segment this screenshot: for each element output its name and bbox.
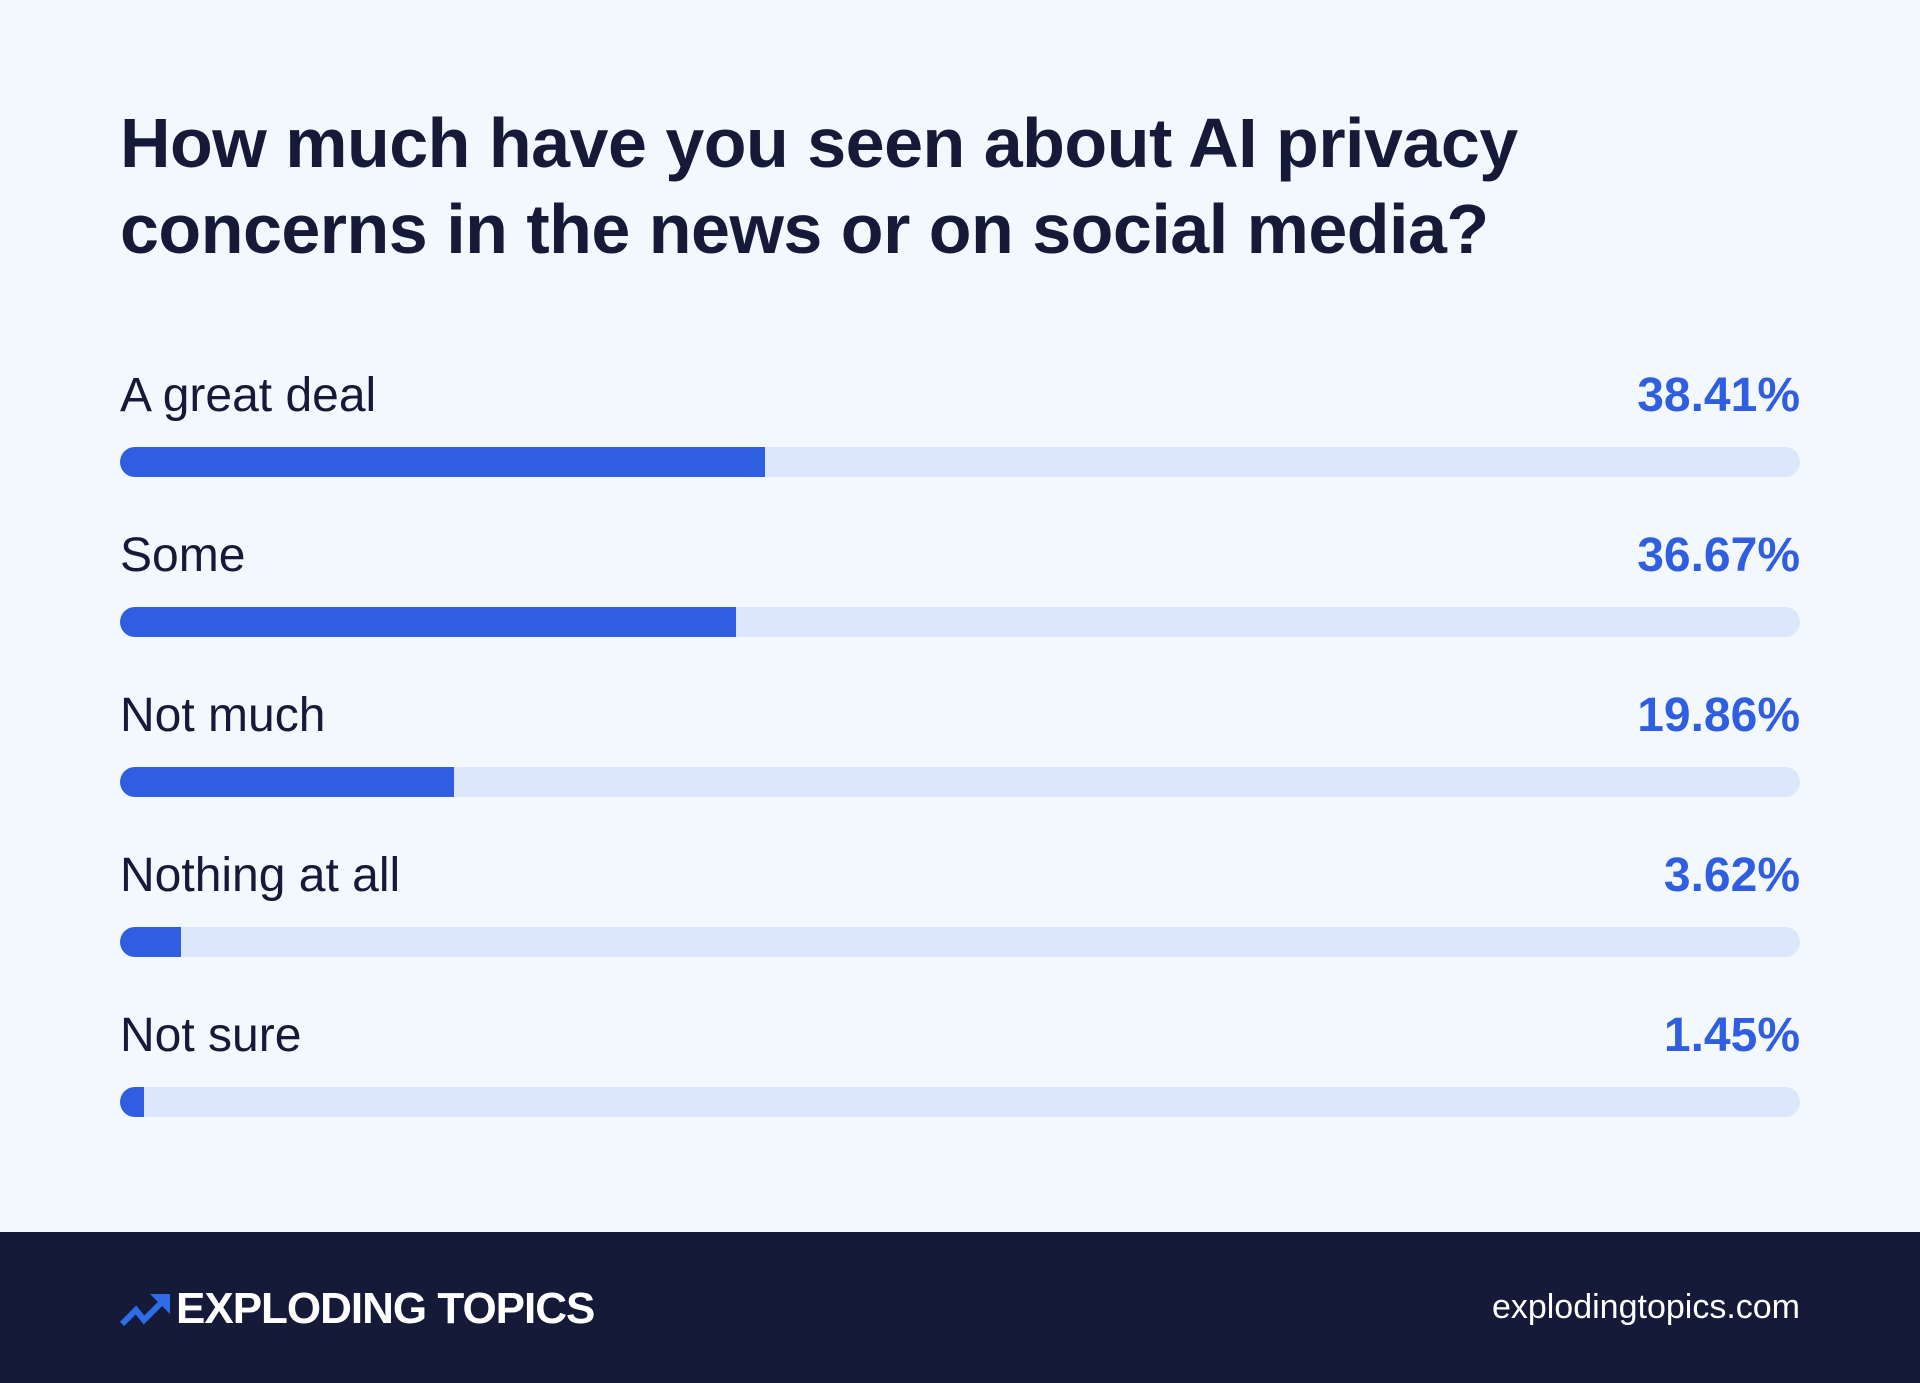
trending-up-arrow-icon — [120, 1294, 170, 1326]
bar-track — [120, 607, 1800, 637]
chart-title: How much have you seen about AI privacy … — [120, 104, 1518, 268]
bar-row: Some 36.67% — [120, 528, 1800, 648]
brand-name: EXPLODING TOPICS — [176, 1284, 595, 1333]
bar-track — [120, 927, 1800, 957]
bar-fill — [120, 767, 454, 797]
bar-fill — [120, 607, 737, 637]
value-label: 36.67% — [1637, 529, 1800, 582]
category-label: A great deal — [120, 369, 377, 422]
bar-row: Nothing at all 3.62% — [120, 848, 1800, 968]
bar-row: Not sure 1.45% — [120, 1008, 1800, 1128]
value-label: 19.86% — [1637, 689, 1800, 742]
category-label: Not much — [120, 689, 326, 742]
bar-fill — [120, 1087, 145, 1117]
bar-row: A great deal 38.41% — [120, 368, 1800, 488]
brand-logo: EXPLODING TOPICS — [120, 1284, 595, 1334]
bar-fill — [120, 927, 181, 957]
value-label: 1.45% — [1663, 1009, 1800, 1062]
bar-fill — [120, 447, 766, 477]
value-label: 38.41% — [1637, 369, 1800, 422]
footer: EXPLODING TOPICS explodingtopics.com — [0, 1232, 1920, 1383]
category-label: Nothing at all — [120, 849, 401, 902]
value-label: 3.62% — [1663, 849, 1800, 902]
bar-track — [120, 447, 1800, 477]
bar-row: Not much 19.86% — [120, 688, 1800, 808]
category-label: Not sure — [120, 1009, 302, 1062]
bar-track — [120, 1087, 1800, 1117]
bar-track — [120, 767, 1800, 797]
category-label: Some — [120, 529, 246, 582]
site-url: explodingtopics.com — [1491, 1288, 1800, 1326]
